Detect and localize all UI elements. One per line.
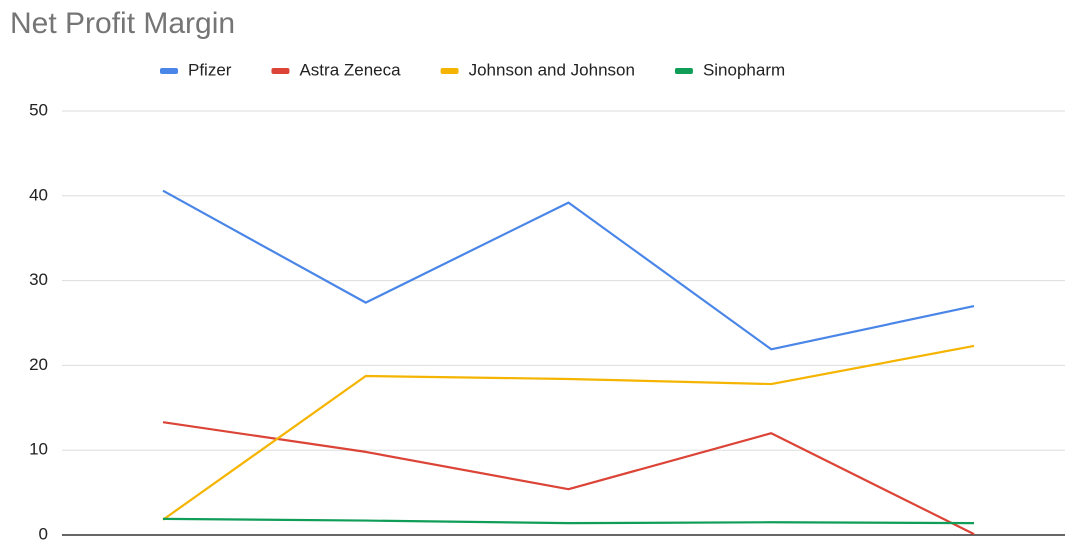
y-tick-label: 30 (29, 270, 48, 289)
y-tick-label: 10 (29, 440, 48, 459)
legend-label: Astra Zeneca (299, 60, 401, 79)
legend-label: Sinopharm (703, 60, 785, 79)
y-tick-label: 0 (39, 524, 48, 540)
y-tick-label: 20 (29, 355, 48, 374)
legend-label: Pfizer (188, 60, 232, 79)
legend-swatch (440, 68, 459, 74)
line-series (162, 344, 975, 521)
chart-title: Net Profit Margin (10, 7, 235, 40)
legend-swatch (160, 68, 178, 74)
line-series (162, 421, 975, 536)
y-tick-label: 40 (29, 185, 48, 204)
legend-swatch (271, 68, 290, 74)
line-series (162, 189, 975, 351)
legend-swatch (674, 68, 693, 74)
legend-label: Johnson and Johnson (469, 60, 635, 79)
line-series (162, 517, 975, 525)
y-tick-label: 50 (29, 100, 48, 119)
